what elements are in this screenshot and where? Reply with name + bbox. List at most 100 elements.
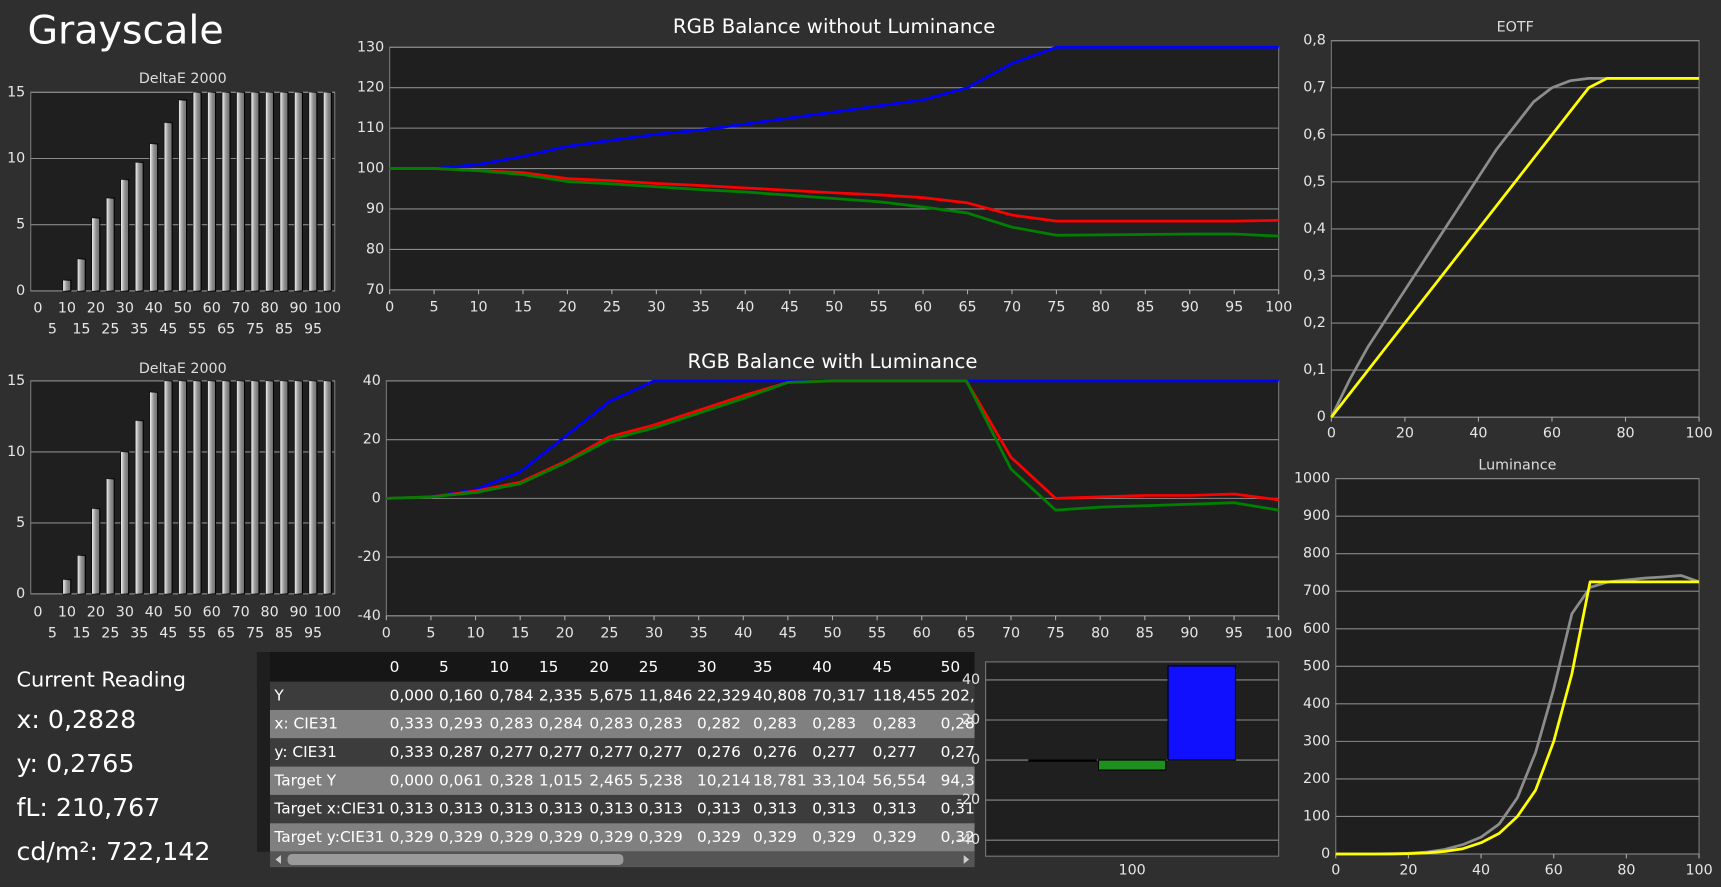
bar-shade bbox=[106, 478, 115, 594]
x-tick-label: 15 bbox=[514, 299, 532, 315]
table-cell: 0,000 bbox=[390, 686, 434, 704]
x-tick-label: 95 bbox=[1225, 299, 1243, 315]
x-tick-label: 70 bbox=[1002, 625, 1020, 641]
table-cell: 0,313 bbox=[812, 800, 856, 818]
bar-shade bbox=[149, 143, 158, 291]
table-cell: 0,277 bbox=[539, 743, 583, 761]
x-tick-label: 60 bbox=[1543, 426, 1561, 442]
x-tick-label: 15 bbox=[72, 321, 90, 337]
table-header-cell: 45 bbox=[873, 658, 893, 676]
table-header-cell: 0 bbox=[390, 658, 400, 676]
chart-title: Luminance bbox=[1478, 457, 1556, 473]
x-tick-label: 0 bbox=[385, 299, 394, 315]
x-tick-label: 75 bbox=[1047, 299, 1065, 315]
scroll-right[interactable] bbox=[963, 855, 970, 864]
x-tick-label: 40 bbox=[734, 625, 752, 641]
x-tick-label: 50 bbox=[174, 605, 192, 621]
table-cell: 0,277 bbox=[873, 743, 917, 761]
y-tick-label: -20 bbox=[358, 549, 381, 565]
chart-title: EOTF bbox=[1497, 20, 1534, 36]
table-cell: 0,329 bbox=[753, 828, 797, 846]
table-cell: 10,214 bbox=[697, 771, 751, 789]
x-tick-label: 40 bbox=[1472, 862, 1490, 878]
y-tick-label: 10 bbox=[7, 150, 25, 166]
bar-shade bbox=[193, 92, 202, 291]
table-cell: 0,329 bbox=[873, 828, 917, 846]
y-tick-label: 0,2 bbox=[1303, 315, 1326, 331]
table-cell: 0,276 bbox=[753, 743, 797, 761]
table-cell: 0,313 bbox=[390, 800, 434, 818]
bar-shade bbox=[63, 280, 71, 291]
y-tick-label: 0 bbox=[16, 586, 25, 602]
table-cell: 0,27 bbox=[941, 743, 975, 761]
x-tick-label: 85 bbox=[275, 625, 293, 641]
table-cell: 70,317 bbox=[812, 686, 866, 704]
y-tick-label: 0,8 bbox=[1303, 33, 1326, 49]
data-table: 0 5 10 15 20 25 30 35 40 45 50 Y 0,000 0,160 0,784 2,33… bbox=[256, 652, 985, 852]
bar-shade bbox=[207, 92, 216, 291]
x-tick-label: 55 bbox=[188, 625, 206, 641]
x-tick-label: 50 bbox=[174, 300, 192, 316]
x-tick-label: 80 bbox=[261, 300, 279, 316]
bar-shade bbox=[77, 259, 86, 291]
bar-shade bbox=[178, 380, 187, 594]
x-tick-label: 100 bbox=[1265, 299, 1292, 315]
bar-shade bbox=[323, 92, 332, 291]
table-cell: 0,277 bbox=[639, 743, 683, 761]
x-tick-label: 0 bbox=[1331, 862, 1340, 878]
table-cell: 0,313 bbox=[589, 800, 633, 818]
table-cell: 0,277 bbox=[812, 743, 856, 761]
x-tick-label: 65 bbox=[957, 625, 975, 641]
table-cell: 94,3 bbox=[941, 771, 975, 789]
x-tick-label: 50 bbox=[823, 625, 841, 641]
table-cell: 0,277 bbox=[589, 743, 633, 761]
table-row-bg bbox=[270, 823, 975, 852]
row-selector-strip bbox=[256, 652, 271, 852]
x-tick-label: 100 bbox=[1685, 426, 1712, 442]
x-tick-label: 20 bbox=[1396, 426, 1414, 442]
page-title: Grayscale bbox=[27, 8, 223, 54]
x-tick-label: 80 bbox=[1616, 426, 1634, 442]
table-row-label: Target x:CIE31 bbox=[273, 800, 385, 818]
scroll-left[interactable] bbox=[275, 855, 281, 864]
x-tick-label: 40 bbox=[736, 299, 754, 315]
table-cell: 0,313 bbox=[539, 800, 583, 818]
x-tick-label: 90 bbox=[1180, 625, 1198, 641]
x-tick-label: 25 bbox=[101, 625, 119, 641]
y-tick-label: 130 bbox=[357, 39, 384, 55]
x-tick-label: 85 bbox=[1136, 625, 1154, 641]
table-cell: 0,333 bbox=[390, 743, 434, 761]
scrollbar-thumb[interactable] bbox=[287, 853, 624, 865]
bar-shade bbox=[164, 380, 173, 594]
x-tick-label: 0 bbox=[382, 625, 391, 641]
y-tick-label: -40 bbox=[358, 608, 381, 624]
bar-shade bbox=[164, 122, 173, 291]
bar-shade bbox=[265, 380, 274, 594]
bar-shade bbox=[149, 392, 158, 594]
y-tick-label: 100 bbox=[357, 161, 384, 177]
x-tick-label: 100 bbox=[1119, 862, 1146, 878]
x-tick-label: 30 bbox=[116, 605, 134, 621]
table-cell: 0,329 bbox=[439, 828, 483, 846]
x-tick-label: 5 bbox=[48, 321, 57, 337]
x-tick-label: 30 bbox=[645, 625, 663, 641]
bar-shade bbox=[92, 218, 100, 291]
table-header-cell: 20 bbox=[589, 658, 609, 676]
table-header-cell: 10 bbox=[490, 658, 510, 676]
table-cell: 0,287 bbox=[439, 743, 483, 761]
table-cell: 0,333 bbox=[390, 715, 434, 733]
table-header-cell: 50 bbox=[941, 658, 961, 676]
x-tick-label: 45 bbox=[159, 625, 177, 641]
y-tick-label: 0,6 bbox=[1303, 127, 1326, 143]
y-tick-label: 800 bbox=[1303, 546, 1330, 562]
y-tick-label: 70 bbox=[366, 282, 384, 298]
reading-value: y: 0,2765 bbox=[16, 749, 134, 778]
x-tick-label: 45 bbox=[781, 299, 799, 315]
bar-shade bbox=[294, 380, 303, 594]
y-tick-label: 0,4 bbox=[1303, 221, 1326, 237]
bar-shade bbox=[280, 380, 288, 594]
table-cell: 202,4 bbox=[941, 686, 985, 704]
series-line bbox=[386, 379, 1279, 512]
x-tick-label: 45 bbox=[159, 321, 177, 337]
